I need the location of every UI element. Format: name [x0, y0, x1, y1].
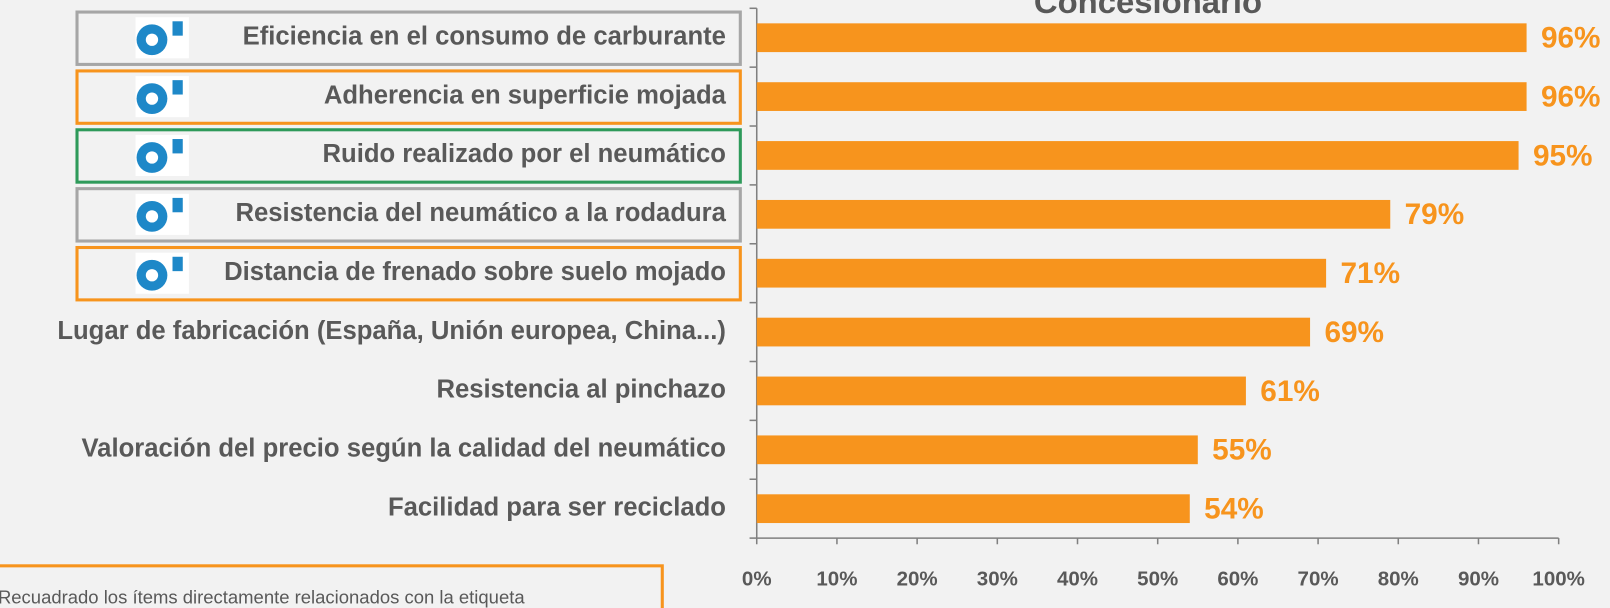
value-label: 54% [1204, 493, 1264, 526]
chart-title: Concesionario [1034, 0, 1262, 20]
y-tick-label: Valoración del precio según la calidad d… [81, 435, 725, 463]
label-box [75, 10, 742, 66]
value-label: 95% [1533, 139, 1593, 172]
icon-part [172, 21, 183, 36]
value-label: 96% [1541, 81, 1601, 114]
bar [756, 376, 1246, 406]
icon-part [172, 256, 183, 272]
x-tick-label: 80% [1378, 568, 1419, 591]
x-tick-label: 0% [742, 568, 772, 591]
bar [756, 258, 1327, 288]
bar [756, 82, 1527, 111]
bar [756, 23, 1527, 53]
value-label: 55% [1212, 434, 1272, 467]
x-tick-label: 20% [897, 568, 938, 591]
value-label: 96% [1541, 22, 1601, 55]
icon-part [172, 139, 183, 154]
x-tick-label: 70% [1298, 568, 1339, 591]
icon-part [145, 92, 159, 105]
bar [756, 317, 1311, 347]
x-tick-label: 40% [1057, 568, 1098, 591]
value-label: 71% [1340, 257, 1400, 290]
label-box [75, 69, 742, 125]
y-tick-label: Resistencia al pinchazo [436, 376, 725, 404]
icon-part [145, 151, 159, 164]
note: Recuadrado los ítems directamente relaci… [0, 587, 525, 608]
icon-part [145, 269, 159, 282]
x-tick-label: 50% [1137, 568, 1178, 591]
x-tick-label: 90% [1458, 568, 1499, 591]
bar [756, 199, 1391, 229]
x-tick-label: 100% [1532, 568, 1584, 591]
value-label: 79% [1405, 198, 1465, 231]
icon-part [145, 210, 159, 223]
y-tick-label: Facilidad para ser reciclado [388, 493, 726, 521]
x-tick-label: 60% [1217, 568, 1258, 591]
y-tick-label: Distancia de frenado sobre suelo mojado [224, 258, 726, 286]
icon [135, 134, 189, 176]
y-tick-label: Adherencia en superficie mojada [324, 81, 727, 109]
label-box [75, 245, 742, 302]
note-box [0, 564, 664, 608]
label-box [75, 187, 742, 243]
y-tick-label: Eficiencia en el consumo de carburante [243, 23, 726, 51]
y-tick-label: Lugar de fabricación (España, Unión euro… [57, 317, 726, 345]
icon [135, 76, 189, 118]
x-tick-label: 30% [977, 568, 1018, 591]
y-tick-label: Resistencia del neumático a la rodadura [235, 199, 726, 227]
icon [135, 252, 189, 294]
icon-part [172, 197, 183, 213]
icon-part [172, 80, 183, 95]
y-tick-label: Ruido realizado por el neumático [323, 140, 726, 168]
x-tick-label: 10% [816, 568, 857, 591]
icon-part [145, 33, 159, 46]
value-label: 61% [1260, 375, 1320, 408]
bar [756, 494, 1190, 524]
bar [756, 141, 1519, 170]
icon [135, 17, 189, 59]
value-label: 69% [1324, 316, 1384, 349]
label-box [75, 128, 742, 184]
bar [756, 435, 1198, 465]
icon [135, 193, 189, 235]
